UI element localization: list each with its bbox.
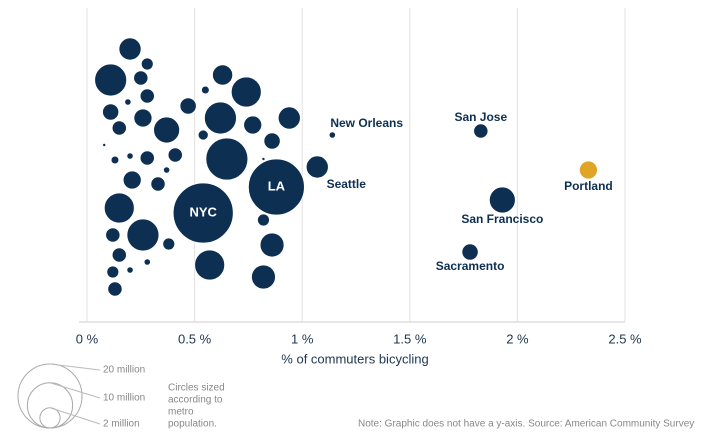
bubble bbox=[197, 129, 209, 141]
bubble bbox=[126, 266, 134, 274]
bubble-label: NYC bbox=[189, 204, 217, 219]
bubble bbox=[305, 155, 329, 179]
bubble bbox=[102, 142, 107, 148]
bubble-label: Sacramento bbox=[436, 259, 505, 273]
bubble bbox=[139, 88, 155, 104]
bubble bbox=[103, 192, 135, 224]
bubble bbox=[172, 182, 234, 244]
bubble bbox=[328, 131, 336, 139]
bubble bbox=[140, 57, 154, 71]
bubble bbox=[212, 64, 234, 86]
bubble bbox=[139, 150, 155, 166]
size-legend-leader bbox=[49, 363, 101, 371]
x-tick-label: 0.5 % bbox=[178, 331, 212, 346]
bubble bbox=[277, 106, 301, 130]
bubble bbox=[94, 63, 128, 97]
size-legend-label: 20 million bbox=[103, 365, 145, 376]
x-tick-label: 1 % bbox=[291, 331, 314, 346]
bubble bbox=[473, 123, 489, 139]
bubble bbox=[111, 247, 127, 263]
bubble bbox=[247, 158, 305, 216]
size-legend-circle bbox=[17, 363, 83, 429]
bubble bbox=[204, 101, 237, 135]
bubble bbox=[111, 120, 127, 136]
size-legend-circle bbox=[26, 382, 74, 429]
bubble bbox=[488, 186, 516, 214]
bubble bbox=[194, 249, 226, 281]
x-axis-label: % of commuters bicycling bbox=[281, 351, 428, 366]
size-legend-leader bbox=[49, 407, 101, 425]
x-tick-label: 0 % bbox=[76, 331, 99, 346]
bubble-label: San Francisco bbox=[461, 212, 543, 226]
bubble-label: New Orleans bbox=[330, 116, 403, 130]
bubble bbox=[126, 218, 160, 252]
bubble bbox=[205, 137, 249, 181]
bubble bbox=[461, 243, 479, 261]
bubble bbox=[133, 70, 149, 86]
bubble-label: San Jose bbox=[454, 110, 507, 124]
size-legend-label: 2 million bbox=[103, 419, 140, 430]
bubble bbox=[201, 85, 210, 95]
size-note: population. bbox=[168, 419, 217, 430]
bubble bbox=[153, 116, 181, 144]
bubble bbox=[578, 160, 598, 180]
bubble bbox=[126, 152, 134, 160]
bubble bbox=[143, 258, 151, 266]
bubble bbox=[122, 170, 142, 190]
size-note: Circles sized bbox=[168, 383, 225, 394]
bubble-label: Seattle bbox=[327, 177, 367, 191]
bubble bbox=[118, 37, 142, 61]
x-tick-label: 2 % bbox=[506, 331, 529, 346]
bubble-label: LA bbox=[268, 178, 286, 193]
size-note: metro bbox=[168, 407, 194, 418]
size-legend-label: 10 million bbox=[103, 393, 145, 404]
bubble bbox=[230, 76, 262, 108]
bubble bbox=[263, 132, 281, 150]
bubble bbox=[259, 232, 285, 258]
source-note: Note: Graphic does not have a y-axis. So… bbox=[358, 419, 694, 430]
bubble bbox=[133, 108, 153, 128]
bubble bbox=[261, 156, 266, 162]
size-note: according to bbox=[168, 395, 223, 406]
size-legend-leader bbox=[49, 382, 101, 399]
bubble bbox=[179, 97, 197, 115]
bubble bbox=[243, 115, 263, 135]
x-tick-label: 1.5 % bbox=[393, 331, 427, 346]
bubble bbox=[106, 265, 120, 279]
size-legend-circle bbox=[39, 407, 61, 429]
bubble bbox=[110, 155, 120, 165]
bubble bbox=[251, 264, 276, 290]
bubble bbox=[167, 147, 183, 163]
bubble bbox=[257, 213, 270, 227]
bubble bbox=[124, 98, 132, 106]
bubble bbox=[105, 227, 121, 243]
bubble bbox=[107, 281, 123, 297]
bubble bbox=[102, 103, 120, 121]
bubble bbox=[162, 237, 176, 251]
bubble-label: Portland bbox=[564, 179, 613, 193]
x-tick-label: 2.5 % bbox=[608, 331, 642, 346]
bubble bbox=[163, 166, 171, 174]
bubble bbox=[150, 176, 166, 192]
